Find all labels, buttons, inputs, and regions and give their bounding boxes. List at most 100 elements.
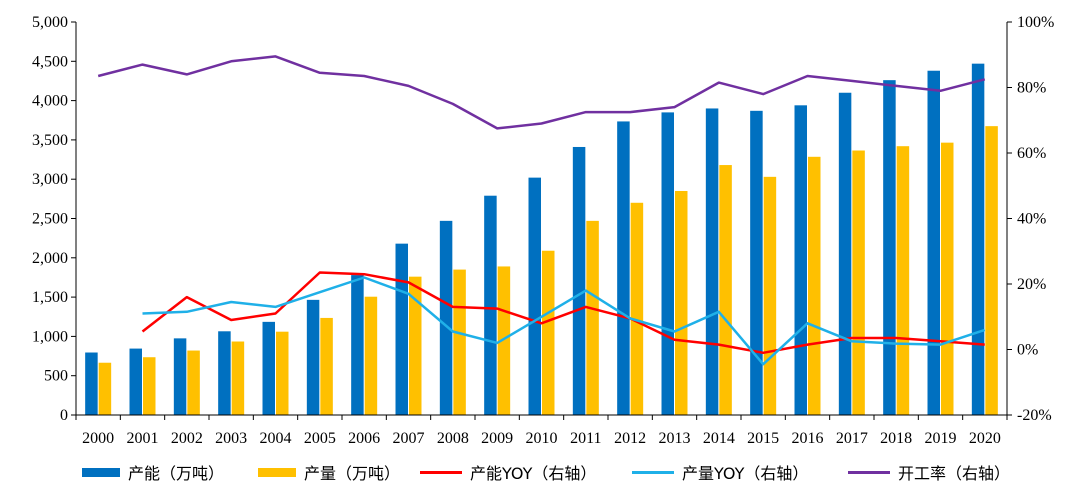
capacity-bar bbox=[173, 338, 187, 415]
output-bar bbox=[364, 296, 378, 415]
output-yoy-line bbox=[142, 276, 986, 366]
output-bar bbox=[542, 250, 555, 415]
legend-output-yoy-label: 产量YOY（右轴） bbox=[682, 464, 809, 483]
capacity-bar bbox=[750, 110, 763, 416]
x-tick-label: 2011 bbox=[570, 430, 601, 447]
x-tick-label: 2009 bbox=[481, 430, 513, 447]
output-bar bbox=[98, 362, 112, 415]
x-tick-label: 2005 bbox=[304, 430, 336, 447]
output-bar bbox=[231, 341, 245, 415]
output-bar bbox=[852, 150, 865, 416]
output-bar bbox=[187, 350, 200, 415]
left-tick-label: 1,000 bbox=[32, 328, 68, 345]
x-tick-label: 2008 bbox=[437, 430, 469, 447]
output-bar bbox=[320, 317, 333, 415]
chart: 0 500 1,000 1,500 2,000 2,500 3,000 3,500 4,000 4… bbox=[32, 14, 1054, 447]
x-tick-label: 2002 bbox=[171, 430, 203, 447]
output-bar bbox=[143, 357, 156, 415]
left-tick-label: 4,000 bbox=[32, 93, 68, 110]
legend-output-yoy: 产量YOY（右轴） bbox=[632, 458, 808, 486]
legend-utilization: 开工率（右轴） bbox=[848, 458, 1010, 486]
x-tick-label: 2020 bbox=[969, 430, 1001, 447]
x-tick-label: 2003 bbox=[215, 430, 247, 447]
x-tick-label: 2004 bbox=[260, 430, 292, 447]
line-series bbox=[97, 55, 986, 366]
bar-series bbox=[85, 63, 998, 416]
left-tick-label: 2,500 bbox=[32, 211, 68, 228]
x-tick-label: 2012 bbox=[614, 430, 646, 447]
output-bar bbox=[675, 190, 688, 415]
capacity-bar bbox=[85, 352, 98, 415]
right-tick-label: 100% bbox=[1017, 14, 1054, 31]
x-tick-label: 2019 bbox=[925, 430, 957, 447]
right-axis-ticks: -20% 0% 20% 40% 60% 80% 100% bbox=[1007, 14, 1054, 424]
right-tick-label: 20% bbox=[1017, 276, 1046, 293]
x-tick-label: 2006 bbox=[348, 430, 380, 447]
capacity-bar bbox=[617, 121, 630, 415]
output-bar bbox=[409, 276, 422, 415]
legend-capacity-yoy: 产能YOY（右轴） bbox=[420, 458, 596, 486]
capacity-bar bbox=[306, 299, 320, 415]
left-tick-label: 500 bbox=[44, 368, 68, 385]
right-tick-label: -20% bbox=[1017, 407, 1052, 424]
output-bar bbox=[941, 142, 954, 415]
output-bar bbox=[808, 156, 821, 415]
legend-capacity-swatch bbox=[82, 467, 120, 477]
capacity-bar bbox=[705, 108, 719, 416]
capacity-bar bbox=[971, 63, 985, 416]
output-bar bbox=[763, 176, 777, 415]
left-tick-label: 3,000 bbox=[32, 171, 68, 188]
left-tick-label: 3,500 bbox=[32, 132, 68, 149]
legend-capacity-label: 产能（万吨） bbox=[128, 464, 225, 483]
legend-utilization-swatch bbox=[848, 470, 890, 474]
left-tick-label: 0 bbox=[60, 407, 68, 424]
capacity-bar bbox=[794, 105, 807, 415]
output-bar bbox=[630, 202, 644, 415]
legend-capacity: 产能（万吨） bbox=[82, 458, 224, 486]
right-tick-label: 80% bbox=[1017, 80, 1046, 97]
capacity-bar bbox=[661, 112, 674, 415]
capacity-bar bbox=[129, 348, 142, 415]
x-tick-label: 2016 bbox=[792, 430, 824, 447]
x-axis-ticks: 2000 2001 2002 2003 2004 2005 2006 2007 2008 2009… bbox=[75, 415, 1008, 447]
legend-capacity-yoy-swatch bbox=[420, 470, 462, 474]
capacity-bar bbox=[838, 92, 852, 416]
output-bar bbox=[719, 165, 732, 415]
output-bar bbox=[985, 126, 998, 416]
output-bar bbox=[497, 266, 511, 415]
x-tick-label: 2001 bbox=[127, 430, 159, 447]
output-bar bbox=[896, 146, 910, 416]
right-tick-label: 0% bbox=[1017, 342, 1038, 359]
legend-output-swatch bbox=[258, 467, 296, 477]
x-tick-label: 2015 bbox=[747, 430, 779, 447]
left-axis-ticks: 0 500 1,000 1,500 2,000 2,500 3,000 3,500 4,000 4… bbox=[32, 14, 76, 424]
capacity-bar bbox=[883, 80, 896, 415]
capacity-bar bbox=[528, 177, 541, 415]
x-tick-label: 2010 bbox=[526, 430, 558, 447]
capacity-bar bbox=[927, 70, 940, 416]
left-tick-label: 2,000 bbox=[32, 250, 68, 267]
left-tick-label: 5,000 bbox=[32, 14, 68, 31]
capacity-bar bbox=[395, 243, 408, 415]
capacity-bar bbox=[484, 195, 497, 415]
capacity-bar bbox=[218, 331, 231, 415]
legend-output-yoy-swatch bbox=[632, 470, 674, 474]
capacity-bar bbox=[572, 146, 586, 415]
x-tick-label: 2007 bbox=[393, 430, 425, 447]
legend-capacity-yoy-label: 产能YOY（右轴） bbox=[470, 464, 597, 483]
output-bar bbox=[586, 220, 599, 415]
right-tick-label: 60% bbox=[1017, 145, 1046, 162]
capacity-bar bbox=[351, 275, 364, 415]
right-tick-label: 40% bbox=[1017, 211, 1046, 228]
x-tick-label: 2000 bbox=[82, 430, 114, 447]
x-tick-label: 2013 bbox=[659, 430, 691, 447]
utilization-line bbox=[97, 55, 986, 130]
left-tick-label: 1,500 bbox=[32, 289, 68, 306]
x-tick-label: 2018 bbox=[880, 430, 912, 447]
capacity-bar bbox=[439, 220, 453, 415]
output-bar bbox=[453, 269, 466, 415]
legend: 产能（万吨） 产量（万吨） 产能YOY（右轴） 产量YOY（右轴） 开工率（右轴… bbox=[0, 458, 1080, 486]
x-tick-label: 2014 bbox=[703, 430, 735, 447]
capacity-bar bbox=[262, 321, 275, 415]
legend-utilization-label: 开工率（右轴） bbox=[898, 464, 1011, 483]
